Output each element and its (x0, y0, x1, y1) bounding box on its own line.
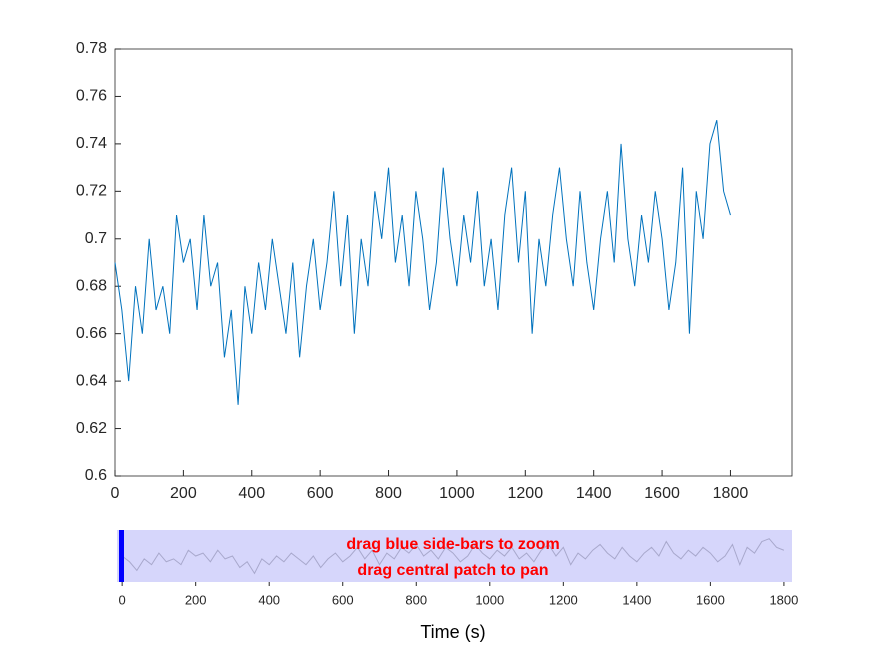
x-tick-label: 600 (307, 485, 334, 502)
x-tick-label: 800 (375, 485, 402, 502)
x-axis-label: Time (s) (420, 622, 485, 642)
x-tick-label: 1400 (576, 485, 612, 502)
x-tick-label: 1000 (439, 485, 475, 502)
x-tick-label: 1200 (508, 485, 544, 502)
overview-x-tick-label: 600 (332, 592, 354, 607)
y-tick-label: 0.66 (76, 325, 107, 342)
y-tick-label: 0.74 (76, 135, 107, 152)
y-tick-label: 0.64 (76, 372, 107, 389)
y-tick-label: 0.72 (76, 183, 107, 200)
overview-line (121, 538, 785, 575)
overview-patch[interactable] (117, 530, 792, 582)
hint: drag central patch to pan (357, 562, 548, 579)
overview-x-tick-label: 1800 (769, 592, 798, 607)
x-tick-label: 1600 (644, 485, 680, 502)
x-tick-label: 0 (111, 485, 120, 502)
overview-x-tick-label: 1600 (696, 592, 725, 607)
overview-x-tick-label: 1200 (549, 592, 578, 607)
overview-x-tick-label: 1400 (622, 592, 651, 607)
x-tick-label: 400 (238, 485, 265, 502)
y-tick-label: 0.7 (85, 230, 107, 247)
x-tick-label: 200 (170, 485, 197, 502)
series-line (114, 120, 731, 405)
overview-x-tick-label: 0 (119, 592, 126, 607)
overview-x-tick-label: 1000 (475, 592, 504, 607)
y-tick-label: 0.6 (85, 467, 107, 484)
y-tick-label: 0.62 (76, 420, 107, 437)
overview-x-tick-label: 400 (258, 592, 280, 607)
y-tick-label: 0.76 (76, 88, 107, 105)
hint: drag blue side-bars to zoom (346, 536, 559, 553)
overview-x-tick-label: 200 (185, 592, 207, 607)
y-tick-label: 0.78 (76, 40, 107, 57)
x-tick-label: 1800 (713, 485, 749, 502)
zoom-handle[interactable] (119, 530, 124, 582)
y-tick-label: 0.68 (76, 277, 107, 294)
overview-x-tick-label: 800 (405, 592, 427, 607)
